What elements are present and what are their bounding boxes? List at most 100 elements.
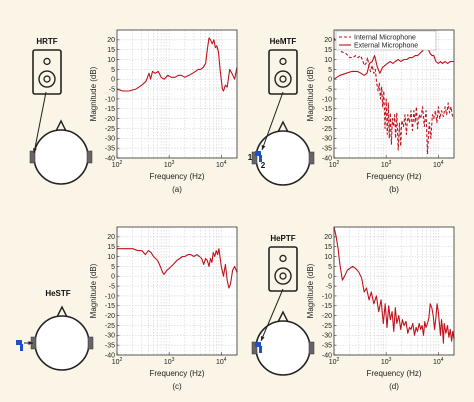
y-tick-label: -40 [105, 352, 115, 359]
y-tick-label: 0 [111, 274, 115, 281]
y-tick-label: -35 [322, 146, 332, 153]
label-hestf: HeSTF [45, 289, 70, 298]
series-line-1 [333, 43, 454, 80]
x-tick-label: 102 [329, 357, 340, 366]
arrow-line [261, 91, 284, 151]
woofer-outer-circle [38, 70, 56, 88]
x-tick-label: 102 [112, 160, 123, 169]
legend-label-0: Internal Microphone [354, 34, 416, 41]
plot-frame [116, 29, 238, 159]
x-tick-label: 103 [164, 357, 175, 366]
y-tick-label: -40 [322, 155, 332, 162]
woofer-inner-circle [279, 75, 287, 83]
y-tick-label: 0 [328, 77, 332, 84]
left-ear [251, 341, 258, 355]
head-nose [277, 310, 289, 323]
y-tick-label: 20 [324, 37, 332, 44]
y-tick-label: -35 [322, 343, 332, 350]
series-line-0 [333, 37, 454, 155]
right-ear [308, 341, 315, 355]
plot-frame [333, 29, 455, 159]
woofer-inner-circle [43, 75, 51, 83]
y-tick-label: -5 [326, 283, 332, 290]
y-tick-label: -40 [322, 352, 332, 359]
y-tick-label: -20 [322, 313, 332, 320]
illustration-hemtf: HeMTF 12 [248, 37, 315, 186]
y-tick-label: -20 [105, 116, 115, 123]
woofer-outer-circle [274, 267, 292, 285]
microphone-stem [259, 346, 262, 353]
y-tick-label: 15 [324, 244, 332, 251]
y-tick-label: -5 [326, 86, 332, 93]
y-tick-label: -5 [109, 283, 115, 290]
y-tick-label: 10 [324, 254, 332, 261]
illustration-hestf: HeSTF [16, 289, 94, 371]
chart-a: -40 -35 -30 -25 -20 -15 -10 -5 0 5 10 15 20 102 103 104… [89, 29, 238, 194]
y-tick-label: -20 [105, 313, 115, 320]
y-tick-label: 5 [328, 67, 332, 74]
series-line-0 [116, 37, 238, 92]
chart-b: -40 -35 -30 -25 -20 -15 -10 -5 0 5 10 15 20 102 103 104… [306, 29, 455, 194]
y-tick-label: -15 [322, 303, 332, 310]
y-tick-label: 10 [324, 57, 332, 64]
y-tick-label: -30 [105, 333, 115, 340]
y-tick-label: -35 [105, 343, 115, 350]
mic-label-1: 1 [248, 153, 253, 162]
caption: (a) [172, 185, 182, 194]
label-hemtf: HeMTF [270, 37, 297, 46]
y-axis-label: Magnitude (dB) [89, 263, 98, 318]
tweeter-circle [279, 57, 287, 66]
head-nose [277, 120, 289, 133]
arrow-head [28, 341, 33, 345]
y-tick-label: -20 [322, 116, 332, 123]
x-tick-label: 103 [164, 160, 175, 169]
label-heptf: HePTF [270, 234, 295, 243]
series-line-0 [117, 248, 238, 289]
speaker-box [268, 49, 298, 95]
y-tick-label: 5 [111, 67, 115, 74]
x-tick-label: 102 [329, 160, 340, 169]
microphone-body [16, 340, 22, 345]
x-axis-label: Frequency (Hz) [149, 369, 204, 378]
arrow-line [260, 288, 284, 342]
y-axis-label: Magnitude (dB) [306, 263, 315, 318]
speaker-box [268, 246, 298, 292]
y-tick-label: 15 [107, 47, 115, 54]
plot-area [117, 30, 237, 158]
x-tick-label: 104 [216, 160, 227, 169]
head-circle [255, 130, 311, 186]
x-tick-label: 104 [433, 160, 444, 169]
microphone-stem [20, 344, 23, 351]
series-line-0 [333, 226, 455, 344]
y-tick-label: 0 [111, 77, 115, 84]
x-tick-label: 103 [381, 357, 392, 366]
mic-label-2: 2 [261, 161, 266, 170]
caption: (d) [389, 382, 399, 391]
right-ear [86, 150, 93, 164]
head-circle [33, 129, 89, 185]
head-nose [56, 305, 68, 318]
y-tick-label: 20 [107, 37, 115, 44]
label-hrtf: HRTF [36, 37, 57, 46]
tweeter-circle [279, 254, 287, 263]
plot-frame [333, 226, 455, 356]
plot-area [334, 227, 454, 355]
woofer-inner-circle [279, 272, 287, 280]
y-tick-label: 15 [107, 244, 115, 251]
head-nose [55, 119, 67, 132]
microphone-stem [259, 155, 262, 162]
y-tick-label: -40 [105, 155, 115, 162]
x-tick-label: 104 [433, 357, 444, 366]
plot-area [334, 30, 454, 158]
y-tick-label: -10 [322, 293, 332, 300]
y-tick-label: 0 [328, 274, 332, 281]
y-tick-label: 5 [328, 264, 332, 271]
y-tick-label: -10 [105, 293, 115, 300]
y-tick-label: 5 [111, 264, 115, 271]
left-ear [29, 150, 36, 164]
right-ear [308, 151, 315, 165]
y-tick-label: -30 [105, 136, 115, 143]
